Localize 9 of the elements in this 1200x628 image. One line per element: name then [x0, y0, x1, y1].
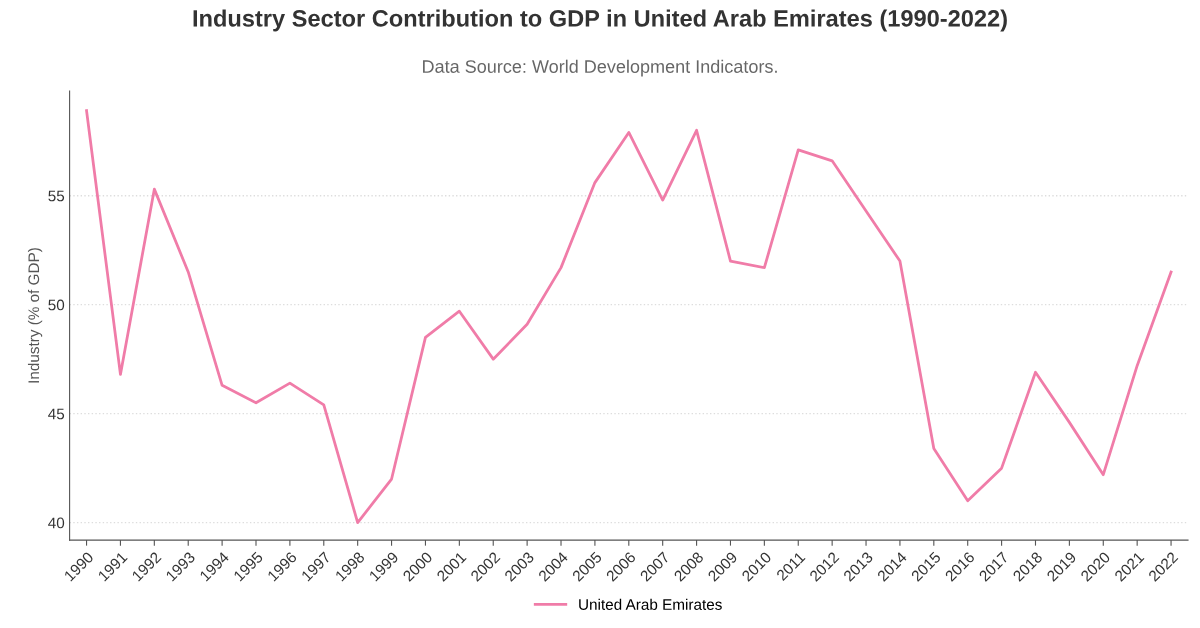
y-tick-label: 50	[48, 299, 65, 311]
chart-title: Industry Sector Contribution to GDP in United Arab Emirates (1990-2022)	[193, 9, 1007, 32]
y-axis-title: Industry (% of GDP)	[27, 248, 43, 383]
y-tick-label: 45	[48, 408, 65, 420]
line-series	[85, 109, 1173, 525]
legend-label: United Arab Emirates	[579, 598, 722, 610]
y-tick-label: 40	[48, 517, 65, 529]
chart-subtitle: Data Source: World Development Indicators.	[423, 59, 777, 77]
y-tick-label: 55	[48, 190, 65, 202]
